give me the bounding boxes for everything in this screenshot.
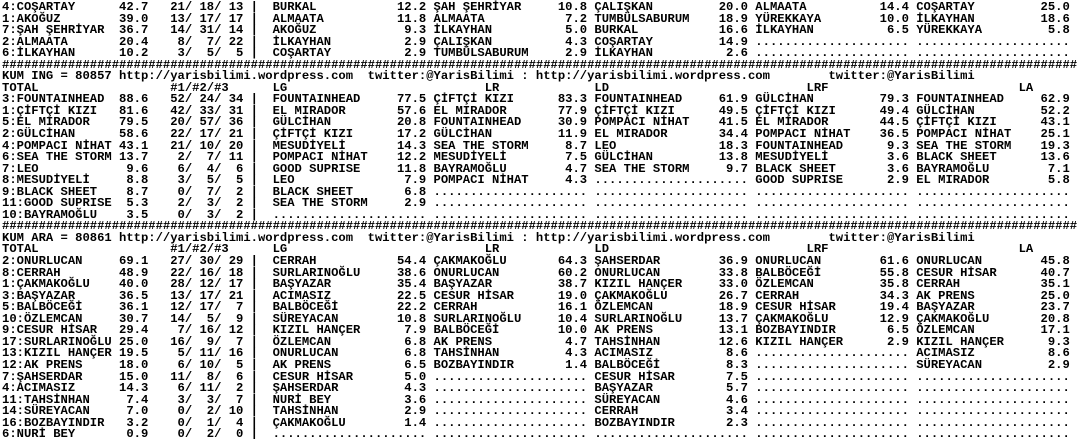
stats-row: 16:BOZBAYINDIR 3.2 0/ 1/ 4 | ÇAKMAKOĞLU … bbox=[2, 415, 1070, 430]
stats-row: 12:AK PRENS 18.0 6/ 10/ 5 | AK PRENS 6.5… bbox=[2, 357, 1070, 372]
column-header-line: TOTAL #1/#2/#3 LG LR LD LRF LA bbox=[2, 242, 1070, 257]
stats-row: 11:TAHSİNHAN 7.4 3/ 3/ 7 | NURİ BEY 3.6 … bbox=[2, 392, 1070, 407]
stats-row: 6:SEA THE STORM 13.7 2/ 7/ 11 | POMPACI … bbox=[2, 150, 1070, 165]
stats-row: 5:BALBÖCEĞİ 36.1 12/ 17/ 7 | BALBÖCEĞİ 2… bbox=[2, 300, 1070, 315]
stats-row: 10:BAYRAMOĞLU 3.5 0/ 3/ 2 | ............… bbox=[2, 207, 1070, 222]
stats-row: 9:BLACK SHEET 8.7 0/ 7/ 2 | BLACK SHEET … bbox=[2, 184, 1070, 199]
stats-row: 4:COŞARTAY 42.7 21/ 18/ 13 | BURKAL 12.2… bbox=[2, 0, 1070, 14]
stats-row: 8:CERRAH 48.9 22/ 16/ 18 | SURLARINOĞLU … bbox=[2, 265, 1070, 280]
stats-row: 14:SÜREYACAN 7.0 0/ 2/ 10 | TAHSİNHAN 2.… bbox=[2, 404, 1070, 419]
stats-row: 2:GÜLCİHAN 58.6 22/ 17/ 21 | ÇİFTÇİ KIZI… bbox=[2, 127, 1070, 142]
section-divider: ########################################… bbox=[2, 219, 1077, 234]
stats-row: 7:ŞAH ŞEHRİYAR 36.7 14/ 31/ 14 | AKOĞUZ … bbox=[2, 23, 1070, 38]
section-title-kum-ing: KUM ING = 80857 http://yarisbilimi.wordp… bbox=[2, 69, 975, 84]
stats-row: 7:LEO 9.6 6/ 4/ 6 | GOOD SUPRISE 11.8 BA… bbox=[2, 161, 1070, 176]
stats-row: 10:ÖZLEMCAN 30.7 14/ 5/ 9 | SÜREYACAN 10… bbox=[2, 311, 1070, 326]
stats-row: 2:ALMAATA 20.4 8/ 7/ 22 | İLKAYHAN 2.9 Ç… bbox=[2, 34, 1070, 49]
stats-row: 13:KIZIL HANÇER 19.5 5/ 11/ 16 | ONURLUC… bbox=[2, 346, 1070, 361]
stats-row: 17:SURLARINOĞLU 25.0 16/ 9/ 7 | ÖZLEMCAN… bbox=[2, 334, 1070, 349]
stats-row: 7:ŞAHSERDAR 15.0 11/ 8/ 6 | CESUR HİSAR … bbox=[2, 369, 1070, 384]
stats-row: 4:POMPACI NİHAT 43.1 21/ 10/ 20 | MESUDİ… bbox=[2, 138, 1070, 153]
stats-row: 1:ÇİFTÇİ KIZI 81.6 42/ 33/ 31 | EL MIRAD… bbox=[2, 103, 1070, 118]
stats-row: 11:GOOD SUPRISE 5.3 2/ 3/ 2 | SEA THE ST… bbox=[2, 196, 1070, 211]
stats-row: 3:BAŞYAZAR 36.5 13/ 17/ 21 | ACIMASIZ 22… bbox=[2, 288, 1070, 303]
stats-row: 6:İLKAYHAN 10.2 3/ 5/ 5 | COŞARTAY 2.9 T… bbox=[2, 46, 1070, 61]
stats-row: 9:CESUR HİSAR 29.4 7/ 16/ 12 | KIZIL HAN… bbox=[2, 323, 1070, 338]
stats-row: 3:FOUNTAINHEAD 88.6 52/ 24/ 34 | FOUNTAI… bbox=[2, 92, 1070, 107]
stats-row: 4:ACIMASIZ 14.3 6/ 11/ 2 | ŞAHSERDAR 4.3… bbox=[2, 381, 1070, 396]
stats-row: 8:MESUDİYELİ 8.8 3/ 5/ 5 | LEO 7.9 POMPA… bbox=[2, 173, 1070, 188]
stats-row: 1:AKOĞUZ 39.0 13/ 17/ 17 | ALMAATA 11.8 … bbox=[2, 11, 1070, 26]
stats-row: 6:NURİ BEY 0.9 0/ 2/ 0 | ...............… bbox=[2, 427, 1070, 439]
stats-row: 2:ONURLUCAN 69.1 27/ 30/ 29 | CERRAH 54.… bbox=[2, 254, 1070, 269]
column-header-line: TOTAL #1/#2/#3 LG LR LD LRF LA bbox=[2, 80, 1070, 95]
section-title-kum-ara: KUM ARA = 80861 http://yarisbilimi.wordp… bbox=[2, 230, 975, 245]
stats-row: 5:EL MIRADOR 79.5 20/ 57/ 36 | GÜLCİHAN … bbox=[2, 115, 1070, 130]
section-divider: ########################################… bbox=[2, 57, 1077, 72]
stats-row: 1:ÇAKMAKOĞLU 40.0 28/ 12/ 17 | BAŞYAZAR … bbox=[2, 277, 1070, 292]
